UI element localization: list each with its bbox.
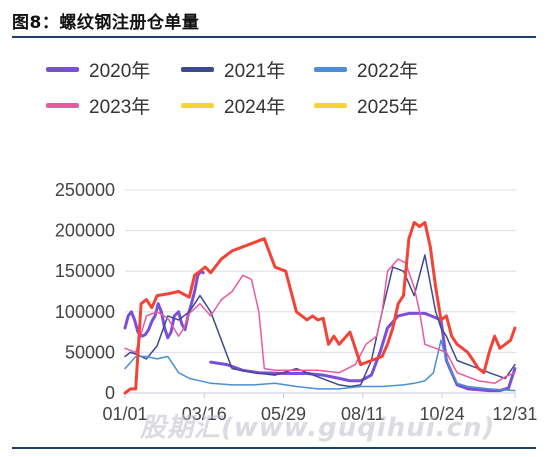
x-tick-label: 01/01 [102,404,147,424]
legend-swatch-2022 [314,67,347,72]
x-tick-label: 05/29 [261,404,306,424]
legend-label-2021: 2021年 [224,61,286,82]
legend-label-2025: 2025年 [357,97,419,118]
legend-label-2022: 2022年 [357,61,419,82]
legend-item-2021[interactable]: 2021年 [181,56,285,83]
bottom-rule [12,447,536,449]
y-tick-label: 50000 [65,342,115,362]
legend-swatch-2021 [181,67,214,72]
legend-swatch-2024 [181,103,214,108]
legend-item-2024[interactable]: 2024年 [181,92,285,119]
legend-label-2024: 2024年 [224,97,286,118]
legend-label-2020: 2020年 [89,61,151,82]
legend-item-2025[interactable]: 2025年 [314,92,418,119]
y-tick-label: 150000 [55,261,115,281]
y-tick-label: 100000 [55,302,115,322]
series-line-2022 [124,339,516,392]
legend-item-2020[interactable]: 2020年 [46,56,150,83]
watermark: 股期汇(www.guqihui.cn) [140,413,496,443]
y-tick-label: 250000 [55,180,115,200]
legend-label-2023: 2023年 [89,97,151,118]
series-line-2024 [123,221,517,395]
series-line-2023 [124,258,516,385]
x-tick-label: 03/16 [182,404,227,424]
legend-swatch-2020 [46,67,79,72]
y-tick-label: 0 [105,383,115,403]
y-tick-label: 200000 [55,221,115,241]
x-tick-label: 08/11 [341,404,385,424]
legend-item-2022[interactable]: 2022年 [314,56,418,83]
figure-title: 图8：螺纹钢注册仓单量 [12,13,200,33]
x-tick-label: 12/31 [492,404,537,424]
legend-swatch-2023 [46,103,79,108]
series-line-2021 [124,254,516,388]
title-rule [12,36,536,38]
x-tick-label: 10/24 [420,404,465,424]
legend-swatch-2025 [314,103,347,108]
legend-item-2023[interactable]: 2023年 [46,92,150,119]
